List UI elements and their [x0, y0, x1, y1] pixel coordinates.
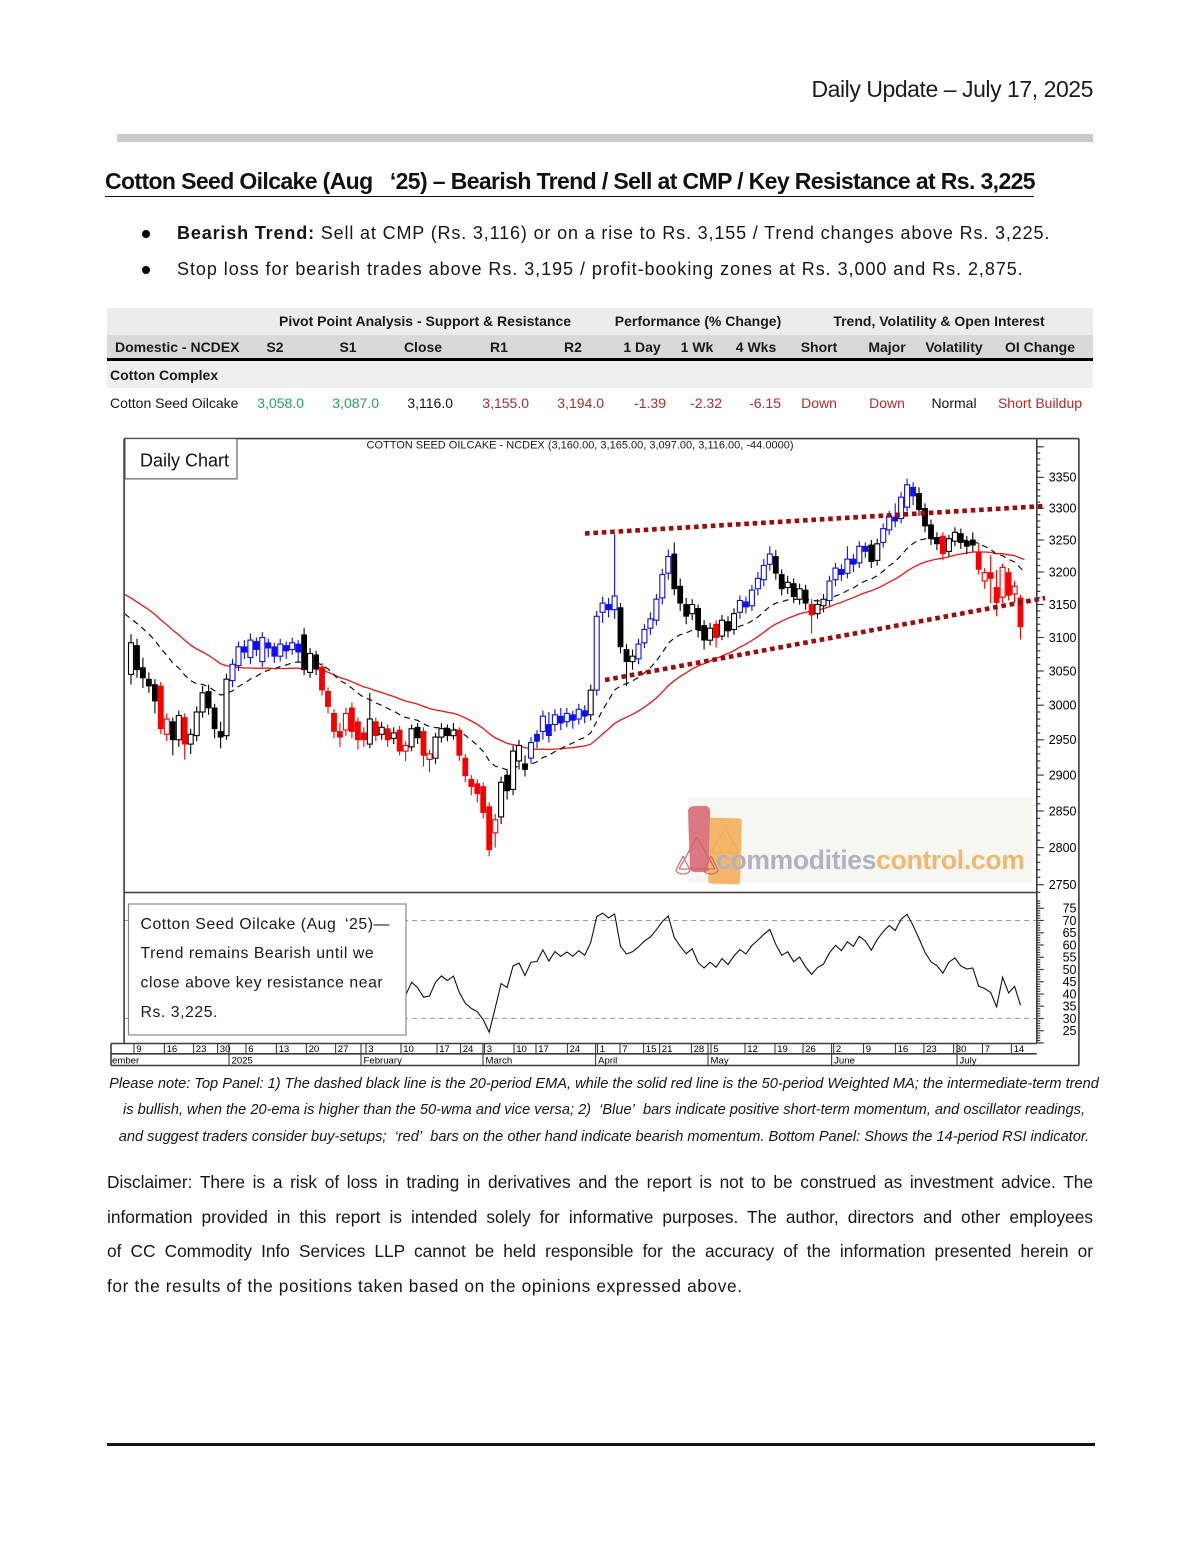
svg-text:2900: 2900: [1049, 768, 1077, 782]
svg-text:30: 30: [220, 1044, 231, 1055]
svg-text:24: 24: [570, 1044, 581, 1055]
svg-text:2750: 2750: [1049, 878, 1077, 892]
svg-text:2800: 2800: [1049, 841, 1077, 855]
svg-text:9: 9: [866, 1044, 871, 1055]
svg-text:commoditiescontrol.com: commoditiescontrol.com: [716, 845, 1025, 875]
svg-text:3: 3: [368, 1044, 373, 1055]
svg-text:16: 16: [898, 1044, 909, 1055]
svg-text:3: 3: [487, 1044, 492, 1055]
svg-text:12: 12: [747, 1044, 758, 1055]
svg-text:ember: ember: [112, 1056, 140, 1067]
svg-text:45: 45: [1063, 975, 1077, 989]
svg-text:6: 6: [248, 1044, 253, 1055]
svg-text:26: 26: [805, 1044, 816, 1055]
svg-text:17: 17: [439, 1044, 450, 1055]
svg-text:60: 60: [1063, 938, 1077, 952]
svg-text:June: June: [834, 1056, 855, 1067]
svg-text:2025: 2025: [232, 1056, 253, 1067]
svg-text:COTTON SEED OILCAKE - NCDEX (3: COTTON SEED OILCAKE - NCDEX (3,160.00, 3…: [367, 440, 794, 452]
svg-text:3150: 3150: [1049, 598, 1077, 612]
svg-text:3050: 3050: [1049, 664, 1077, 678]
svg-text:1: 1: [600, 1044, 605, 1055]
svg-text:3300: 3300: [1049, 502, 1077, 516]
svg-text:19: 19: [777, 1044, 788, 1055]
svg-text:24: 24: [463, 1044, 474, 1055]
svg-text:3200: 3200: [1049, 565, 1077, 579]
svg-text:65: 65: [1063, 926, 1077, 940]
svg-text:55: 55: [1063, 951, 1077, 965]
svg-text:April: April: [598, 1056, 617, 1067]
svg-text:20: 20: [309, 1044, 320, 1055]
svg-text:35: 35: [1063, 1000, 1077, 1014]
svg-text:July: July: [960, 1056, 977, 1067]
svg-text:3350: 3350: [1049, 471, 1077, 485]
svg-text:23: 23: [926, 1044, 937, 1055]
svg-text:28: 28: [694, 1044, 705, 1055]
svg-text:5: 5: [713, 1044, 718, 1055]
svg-text:17: 17: [538, 1044, 549, 1055]
svg-text:7: 7: [985, 1044, 990, 1055]
svg-text:27: 27: [338, 1044, 349, 1055]
svg-text:30: 30: [956, 1044, 967, 1055]
svg-text:Rs. 3,225.: Rs. 3,225.: [141, 1004, 219, 1021]
svg-text:21: 21: [662, 1044, 673, 1055]
svg-text:23: 23: [196, 1044, 207, 1055]
svg-text:3100: 3100: [1049, 631, 1077, 645]
svg-text:75: 75: [1063, 902, 1077, 916]
svg-text:10: 10: [403, 1044, 414, 1055]
svg-text:30: 30: [1063, 1012, 1077, 1026]
svg-text:March: March: [486, 1056, 513, 1067]
svg-text:close above key resistance nea: close above key resistance near: [141, 975, 384, 992]
svg-text:7: 7: [622, 1044, 627, 1055]
svg-text:3000: 3000: [1049, 699, 1077, 713]
svg-text:9: 9: [136, 1044, 141, 1055]
svg-text:3250: 3250: [1049, 533, 1077, 547]
svg-text:Daily Chart: Daily Chart: [140, 451, 229, 471]
svg-text:40: 40: [1063, 987, 1077, 1001]
svg-text:10: 10: [516, 1044, 527, 1055]
svg-text:13: 13: [279, 1044, 290, 1055]
svg-text:2950: 2950: [1049, 733, 1077, 747]
svg-text:May: May: [711, 1056, 729, 1067]
svg-text:Cotton Seed Oilcake (Aug ‘25): Cotton Seed Oilcake (Aug ‘25)—: [141, 916, 390, 933]
svg-text:2850: 2850: [1049, 804, 1077, 818]
svg-text:2: 2: [836, 1044, 841, 1055]
svg-text:50: 50: [1063, 963, 1077, 977]
svg-text:February: February: [364, 1056, 403, 1067]
svg-text:16: 16: [167, 1044, 178, 1055]
svg-text:25: 25: [1063, 1024, 1077, 1038]
svg-text:70: 70: [1063, 914, 1077, 928]
svg-text:15: 15: [646, 1044, 657, 1055]
svg-text:Trend remains Bearish until we: Trend remains Bearish until we: [141, 945, 375, 962]
svg-text:14: 14: [1014, 1044, 1025, 1055]
